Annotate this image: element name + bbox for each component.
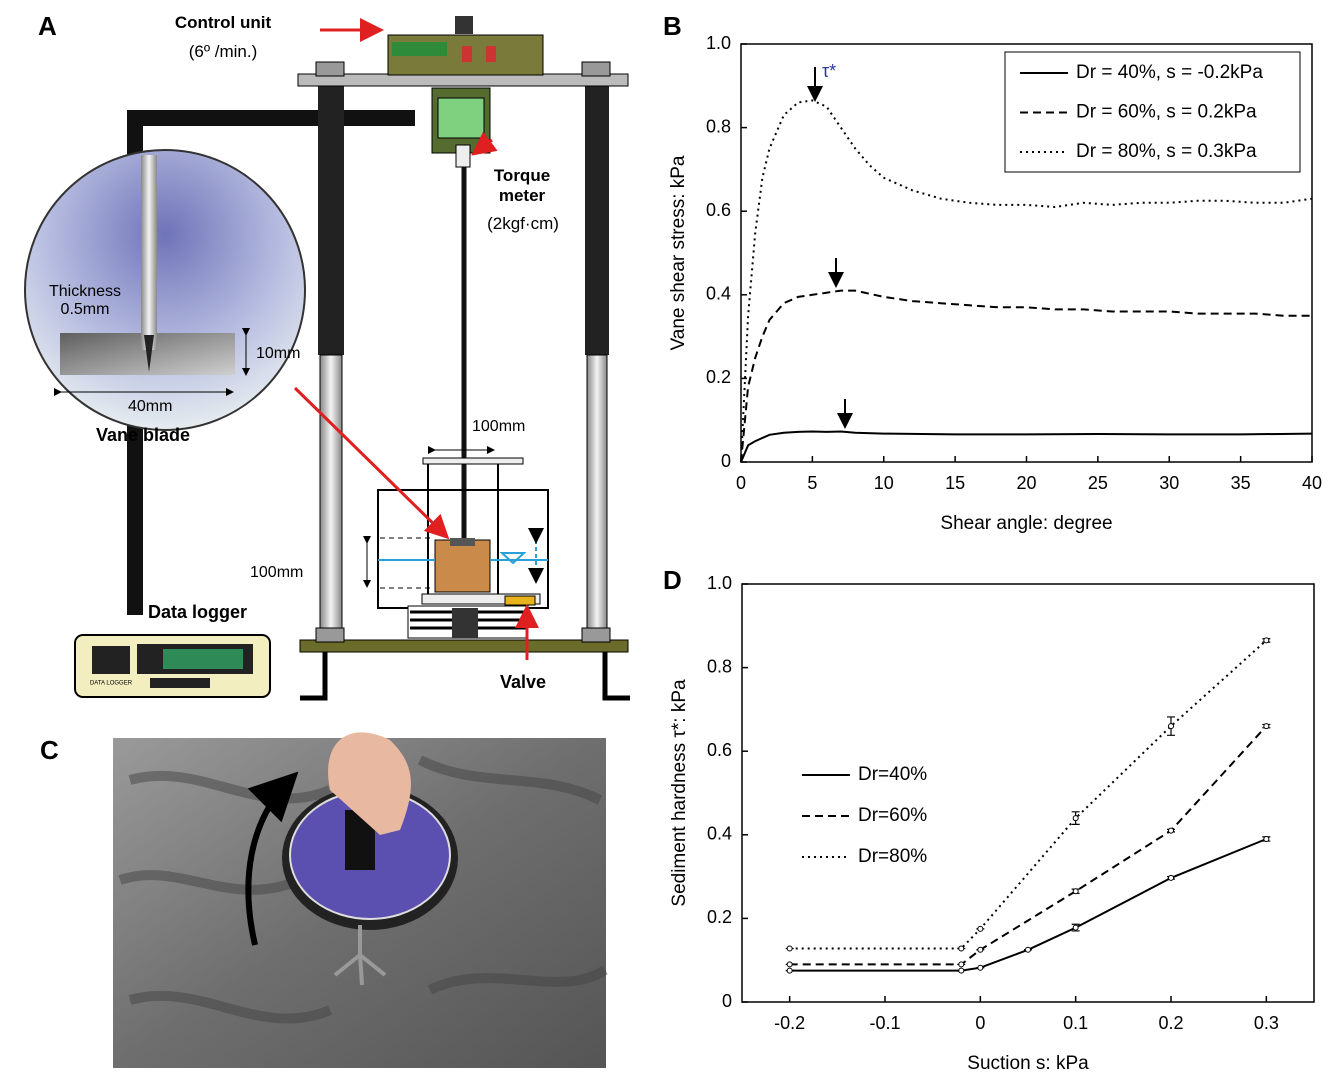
charts: τ* 0 0.2 0.4 0.6 0.8 1.0 0 5 10 15 20 25 30 35 40 Shear… — [668, 33, 1322, 1074]
x-tick-label: 25 — [1088, 473, 1108, 493]
label: 10mm — [256, 345, 300, 363]
y-tick-label: 0.2 — [706, 367, 731, 387]
series-line — [741, 291, 1312, 462]
apparatus: DATA LOGGER — [25, 16, 630, 698]
y-tick-label: 0.8 — [707, 656, 732, 676]
data-point — [1026, 947, 1031, 952]
label: Valve — [500, 672, 546, 693]
x-tick-label: 0 — [736, 473, 746, 493]
y-tick-label: 0.6 — [706, 200, 731, 220]
y-tick-label: 0.2 — [707, 907, 732, 927]
legend-label: Dr=80% — [858, 846, 927, 867]
y-axis-label: Vane shear stress: kPa — [668, 155, 689, 350]
field-photo — [113, 732, 606, 1068]
legend-label: Dr=60% — [858, 805, 927, 826]
y-tick-label: 0.6 — [707, 740, 732, 760]
label: 100mm — [250, 564, 303, 582]
label: Vane blade — [96, 425, 190, 446]
data-point — [1264, 724, 1269, 729]
data-point — [959, 962, 964, 967]
y-tick-label: 1.0 — [706, 33, 731, 53]
y-tick-label: 1.0 — [707, 573, 732, 593]
data-point — [978, 926, 983, 931]
label: (2kgf·cm) — [468, 214, 578, 234]
data-point — [1264, 638, 1269, 643]
annotation: τ* — [822, 61, 836, 81]
figure-graphics: DATA LOGGER τ* 0 0.2 0.4 0.6 0.8 1.0 0 5 10 15 20 2… — [0, 0, 1335, 1075]
panel-label: D — [663, 566, 682, 596]
data-point — [1073, 816, 1078, 821]
panel-label: C — [40, 736, 59, 766]
figure: DATA LOGGER τ* 0 0.2 0.4 0.6 0.8 1.0 0 5 10 15 20 2… — [0, 0, 1335, 1075]
label: 100mm — [472, 418, 525, 436]
logger-brand: DATA LOGGER — [90, 681, 133, 687]
data-point — [787, 962, 792, 967]
data-point — [978, 947, 983, 952]
data-point — [787, 968, 792, 973]
data-point — [959, 946, 964, 951]
plot-frame — [742, 584, 1314, 1002]
x-tick-label: 40 — [1302, 473, 1322, 493]
data-point — [1169, 875, 1174, 880]
x-tick-label: 35 — [1231, 473, 1251, 493]
data-point — [1169, 724, 1174, 729]
y-tick-label: 0 — [722, 991, 732, 1011]
x-tick-label: -0.2 — [774, 1013, 805, 1033]
x-tick-label: 0.2 — [1158, 1013, 1183, 1033]
y-tick-label: 0.4 — [706, 284, 731, 304]
x-tick-label: 15 — [945, 473, 965, 493]
legend-label: Dr = 40%, s = -0.2kPa — [1076, 62, 1263, 83]
x-tick-label: 0 — [975, 1013, 985, 1033]
data-point — [1073, 925, 1078, 930]
label: Thickness 0.5mm — [30, 283, 140, 320]
label: Control unit — [148, 13, 298, 33]
panel-label: B — [663, 12, 682, 42]
y-axis-label: Sediment hardness τ*: kPa — [669, 679, 690, 907]
legend-label: Dr = 80%, s = 0.3kPa — [1076, 141, 1257, 162]
label: Data logger — [148, 602, 247, 623]
x-tick-label: 0.3 — [1254, 1013, 1279, 1033]
x-axis-label: Shear angle: degree — [940, 513, 1112, 534]
x-tick-label: 5 — [807, 473, 817, 493]
x-tick-label: 10 — [874, 473, 894, 493]
data-point — [959, 968, 964, 973]
y-tick-label: 0 — [721, 451, 731, 471]
data-point — [978, 965, 983, 970]
x-tick-label: 0.1 — [1063, 1013, 1088, 1033]
x-tick-label: 30 — [1159, 473, 1179, 493]
y-tick-label: 0.4 — [707, 824, 732, 844]
label: (6º /min.) — [148, 42, 298, 62]
x-tick-label: 20 — [1016, 473, 1036, 493]
label: Torque meter — [482, 166, 562, 205]
x-axis-label: Suction s: kPa — [967, 1053, 1089, 1074]
legend-label: Dr = 60%, s = 0.2kPa — [1076, 102, 1257, 123]
panel-label: A — [38, 12, 57, 42]
data-point — [787, 946, 792, 951]
data-point — [1264, 836, 1269, 841]
series-line — [790, 640, 1267, 948]
y-tick-label: 0.8 — [706, 116, 731, 136]
x-tick-label: -0.1 — [869, 1013, 900, 1033]
legend-label: Dr=40% — [858, 764, 927, 785]
data-point — [1169, 828, 1174, 833]
label: 40mm — [128, 398, 172, 416]
data-point — [1073, 889, 1078, 894]
